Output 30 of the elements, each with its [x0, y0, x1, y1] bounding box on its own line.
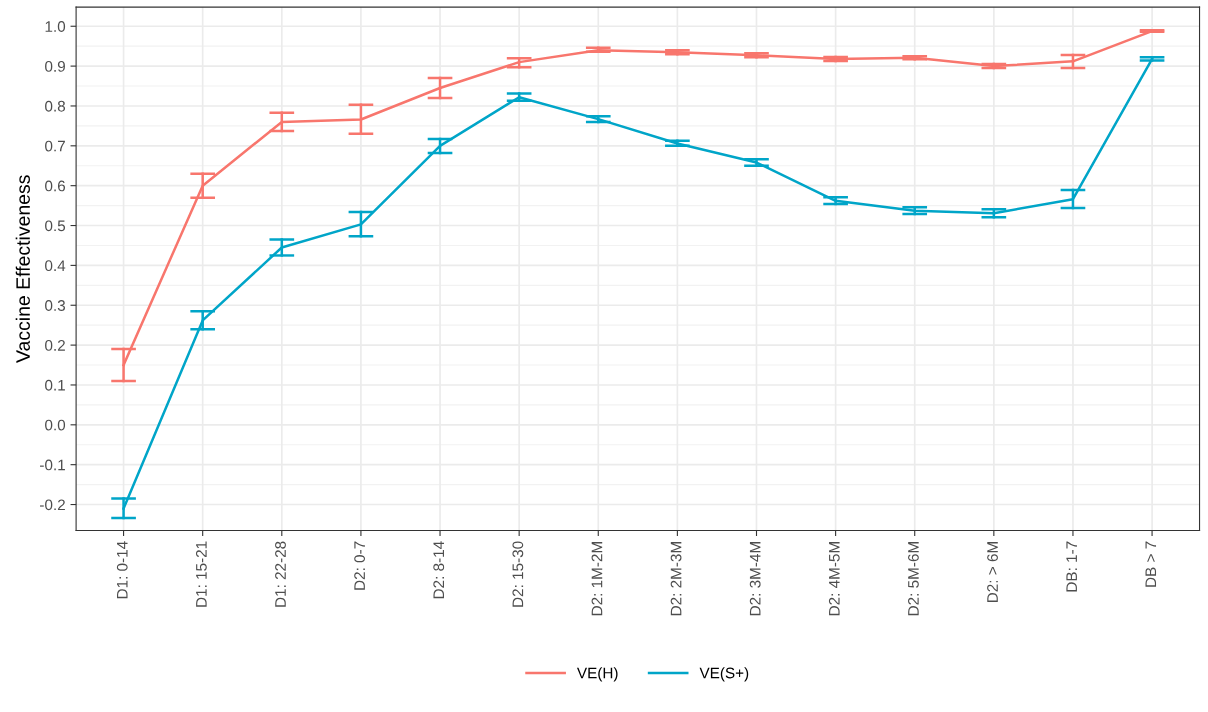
x-tick-label: DB: 1-7: [1066, 541, 1077, 592]
y-tick-label: 0.4: [45, 260, 66, 272]
y-tick-label: 0.5: [45, 220, 66, 232]
y-tick-label: 0.0: [45, 419, 66, 431]
x-tick-label: D2: 3M-4M: [749, 542, 761, 616]
x-tick-label: D2: 8-14: [433, 541, 445, 599]
x-tick-label: D1: 0-14: [116, 541, 128, 599]
y-tick-label: 0.3: [45, 300, 66, 311]
y-tick-label: -0.2: [40, 499, 65, 511]
y-tick-label: -0.1: [40, 459, 65, 471]
y-tick-label: 0.8: [45, 100, 66, 112]
y-tick-label: 1.0: [45, 21, 66, 32]
x-tick-label: D2: 5M-6M: [908, 542, 919, 616]
x-tick-label: D1: 22-28: [275, 541, 286, 607]
x-tick-label: DB > 7: [1145, 541, 1157, 587]
y-tick-label: 0.9: [45, 60, 65, 72]
x-tick-label: D1: 15-21: [195, 541, 207, 607]
x-tick-label: D2: > 6M: [987, 542, 998, 603]
x-tick-label: D2: 2M-3M: [670, 542, 682, 616]
x-tick-label: D2: 0-7: [354, 541, 366, 590]
y-tick-label: 0.2: [45, 339, 65, 351]
legend-label: VE(S+): [699, 667, 749, 682]
y-tick-label: 0.6: [45, 180, 66, 192]
x-tick-label: D2: 1M-2M: [591, 542, 603, 616]
x-tick-label: D2: 4M-5M: [828, 542, 840, 616]
x-tick-label: D2: 15-30: [512, 541, 524, 607]
legend-label: VE(H): [576, 667, 618, 682]
y-tick-label: 0.7: [45, 140, 65, 152]
y-axis-title: Vaccine Effectiveness: [15, 175, 30, 363]
y-tick-label: 0.1: [45, 379, 65, 391]
